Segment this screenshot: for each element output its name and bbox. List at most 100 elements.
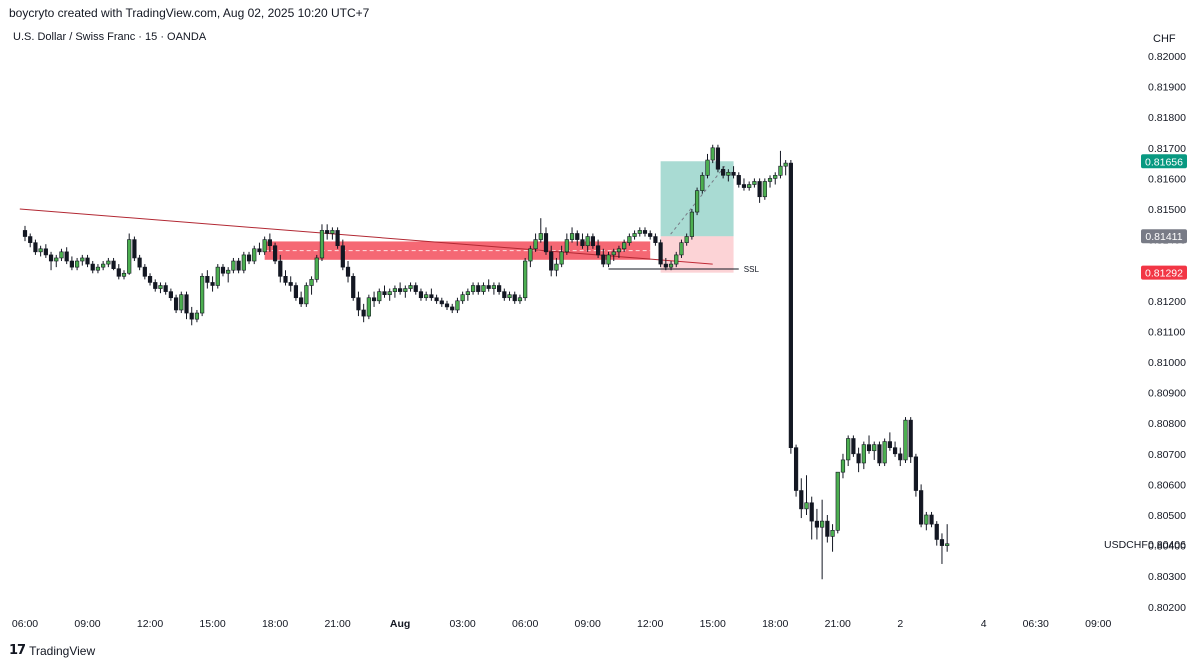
candle-body <box>356 297 361 311</box>
candle-body <box>903 419 908 461</box>
candle-bullish <box>533 233 538 252</box>
candle-body <box>668 263 674 268</box>
candle-bullish <box>408 282 413 292</box>
candle-bullish <box>945 524 950 552</box>
candle-body <box>872 444 877 452</box>
candle-bearish <box>257 242 262 255</box>
candle-body <box>246 254 252 262</box>
candle-body <box>293 285 299 299</box>
candle-bullish <box>465 288 470 301</box>
candle-body <box>236 260 241 271</box>
candle-body <box>919 490 924 525</box>
x-tick-label: 09:00 <box>74 618 100 630</box>
candle-body <box>220 266 226 274</box>
candle-body <box>179 294 184 311</box>
candle-bullish <box>861 441 866 470</box>
candle-body <box>788 162 793 448</box>
candle-body <box>642 230 648 234</box>
candle-bullish <box>627 233 632 246</box>
candle-body <box>272 245 278 262</box>
candle-bearish <box>887 432 892 451</box>
price-label-box <box>1141 265 1187 280</box>
candle-body <box>267 239 272 247</box>
candle-bearish <box>663 257 668 271</box>
candle-bullish <box>460 291 465 304</box>
candle-body <box>22 230 28 237</box>
candle-bearish <box>908 417 913 463</box>
candle-body <box>731 171 736 176</box>
y-tick-label: 0.80400 <box>1148 541 1186 553</box>
candle-bearish <box>856 447 861 473</box>
candle-body <box>913 456 919 491</box>
candle-body <box>392 288 398 292</box>
candle-body <box>241 254 246 271</box>
candle-body <box>627 236 632 243</box>
candle-bearish <box>793 444 799 497</box>
price-label-value: 0.81411 <box>1145 231 1182 243</box>
candle-body <box>335 230 340 247</box>
creator-caption: boycryto created with TradingView.com, A… <box>9 6 370 20</box>
candle-body <box>231 260 236 271</box>
candle-bullish <box>75 257 80 271</box>
candle-bearish <box>486 279 491 292</box>
candles-layer <box>22 144 950 580</box>
candle-bullish <box>747 181 752 191</box>
candle-bullish <box>611 248 616 262</box>
candle-body <box>121 272 127 277</box>
price-label-box <box>1141 229 1187 244</box>
candle-bullish <box>622 239 627 252</box>
x-tick-label: 09:00 <box>1085 618 1111 630</box>
candle-body <box>830 529 835 537</box>
candle-body <box>892 447 898 455</box>
candle-body <box>465 291 470 295</box>
candle-body <box>194 312 200 320</box>
candle-body <box>95 266 101 271</box>
ssl-label: SSL <box>744 265 760 274</box>
candle-bearish <box>293 282 299 301</box>
candle-bearish <box>325 224 330 240</box>
candle-body <box>554 263 559 271</box>
candle-bullish <box>767 175 773 188</box>
candle-body <box>252 248 257 262</box>
candle-bearish <box>653 233 658 246</box>
candle-bearish <box>715 144 721 173</box>
candle-bearish <box>825 515 830 543</box>
candle-body <box>517 297 523 302</box>
candle-body <box>569 233 575 240</box>
drawing-layer[interactable]: SSL <box>19 161 760 274</box>
candle-bullish <box>121 270 127 280</box>
candle-body <box>366 297 371 317</box>
candle-body <box>361 309 366 317</box>
x-tick-label: 21:00 <box>324 618 350 630</box>
candle-body <box>450 306 455 311</box>
candle-body <box>601 254 606 265</box>
footer[interactable]: 17 TradingView <box>9 643 95 658</box>
candle-bullish <box>668 261 674 271</box>
symbol-legend[interactable]: U.S. Dollar / Swiss Franc · 15 · OANDA <box>13 31 207 43</box>
candle-bullish <box>564 233 569 255</box>
candle-body <box>69 260 74 268</box>
candle-bullish <box>194 309 200 323</box>
candle-body <box>460 294 465 302</box>
y-tick-label: 0.81200 <box>1148 296 1186 308</box>
x-tick-label: 4 <box>981 618 987 630</box>
price-axis[interactable]: 0.82000 0.81900 0.81800 0.81700 0.81600 0.815… <box>1148 51 1186 614</box>
candle-body <box>132 239 137 259</box>
candle-body <box>648 233 653 237</box>
candle-body <box>908 419 913 458</box>
candle-bearish <box>736 172 741 188</box>
candle-bearish <box>184 291 189 320</box>
candle-bullish <box>554 257 559 277</box>
y-tick-label: 0.80500 <box>1148 510 1186 522</box>
candle-bullish <box>392 285 398 298</box>
candle-body <box>439 300 444 305</box>
candle-body <box>851 438 856 455</box>
candle-bullish <box>455 297 460 314</box>
time-axis[interactable]: 06:00 09:00 12:00 15:00 18:00 21:00 Aug 03:00 06… <box>12 618 1112 630</box>
candle-bullish <box>54 254 59 268</box>
candle-bearish <box>934 521 939 546</box>
candle-body <box>304 285 309 305</box>
candle-bearish <box>111 257 116 271</box>
candle-body <box>924 514 929 525</box>
